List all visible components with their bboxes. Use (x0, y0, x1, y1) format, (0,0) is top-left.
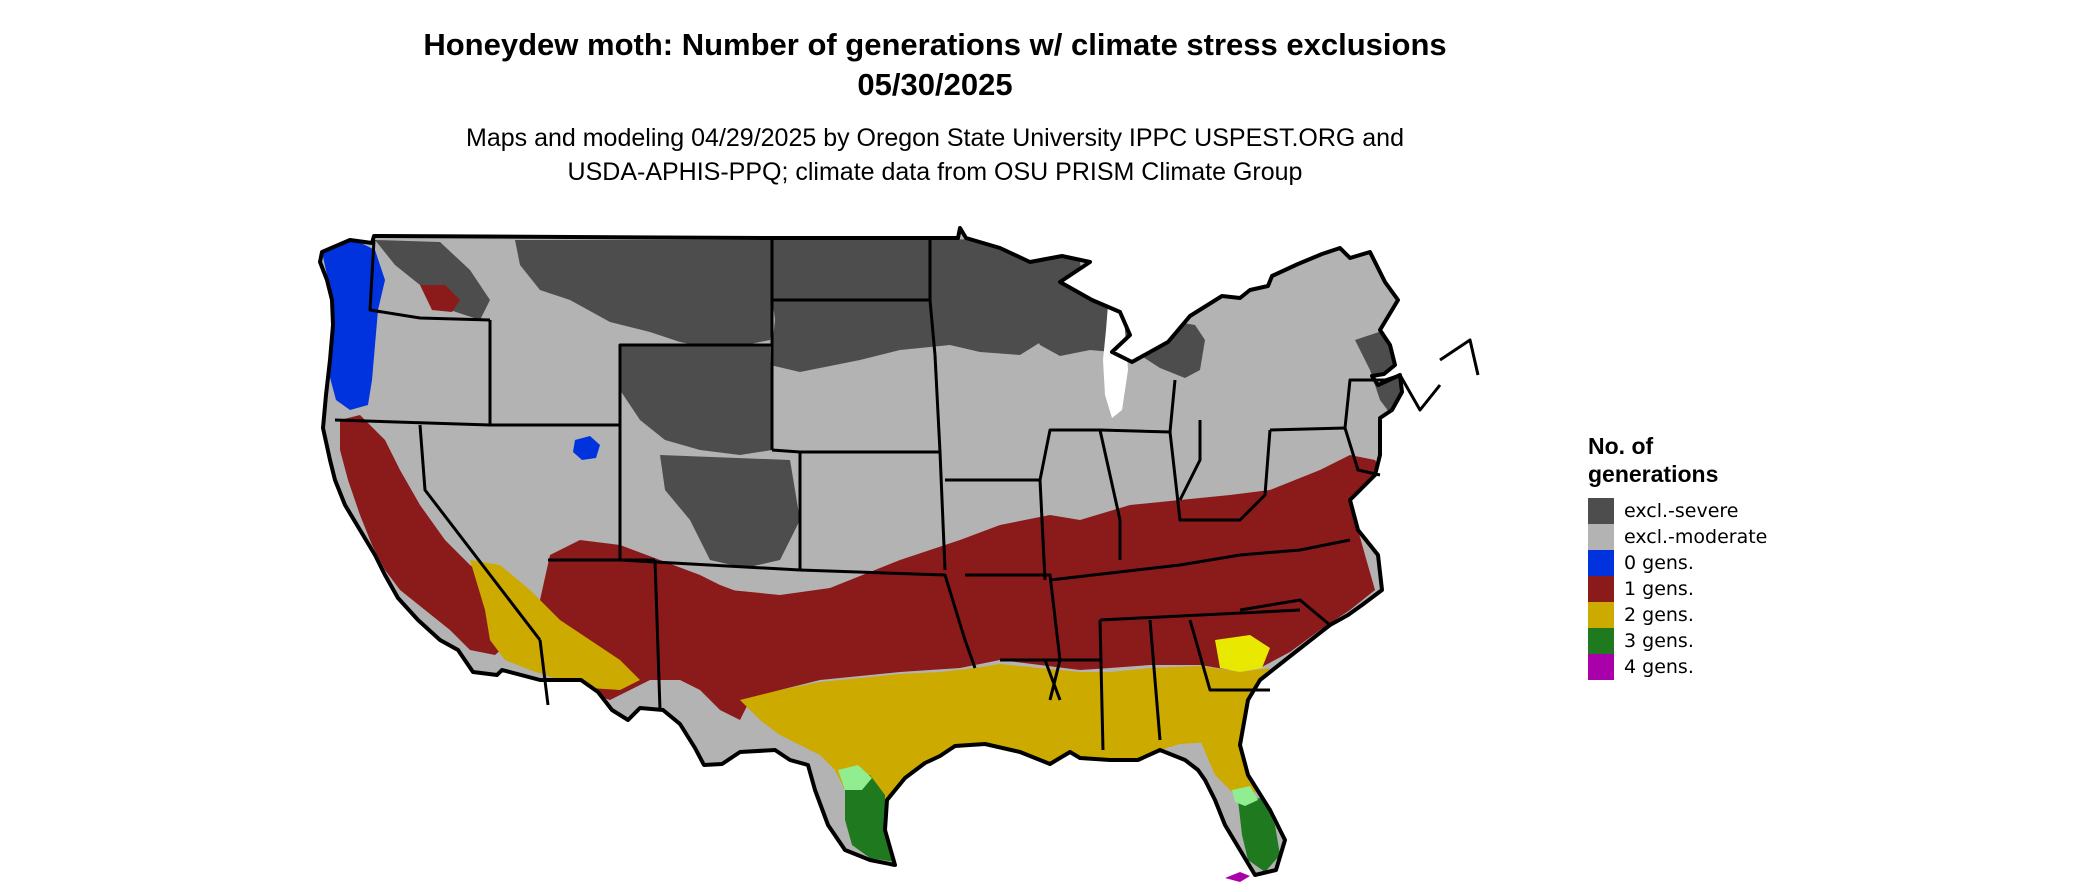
legend-item: 2 gens. (1588, 602, 1767, 628)
state-border (933, 354, 942, 453)
legend: No. of generations excl.-severe excl.-mod… (1588, 432, 1767, 680)
state-border (1269, 426, 1381, 477)
state-border (1043, 659, 1062, 701)
legend-swatch (1588, 498, 1614, 524)
state-boundaries (334, 238, 1480, 751)
legend-item: 1 gens. (1588, 576, 1767, 602)
state-border (1049, 538, 1351, 582)
severe-idaho-montana (515, 240, 775, 350)
state-border (963, 639, 977, 669)
severe-oregon-cascades (375, 240, 490, 320)
gen4-florida-keys (1225, 872, 1250, 882)
us-generations-map (318, 226, 1555, 882)
state-border (1168, 379, 1177, 433)
state-border (799, 568, 967, 641)
legend-swatch (1588, 550, 1614, 576)
state-border (1148, 619, 1162, 741)
state-border (1099, 428, 1272, 522)
map-credit-line-2: USDA-APHIS-PPQ; climate data from OSU PR… (567, 158, 1303, 186)
state-border (653, 559, 662, 711)
gen2-carolina-light (1215, 635, 1270, 672)
generation-zones (322, 236, 1555, 872)
severe-colorado (660, 455, 800, 568)
state-border (1098, 619, 1105, 751)
legend-item: excl.-moderate (1588, 524, 1767, 550)
severe-wyoming (620, 345, 772, 455)
legend-label: 2 gens. (1624, 604, 1694, 626)
legend-item: 0 gens. (1588, 550, 1767, 576)
gen0-pacific-coast (322, 240, 385, 410)
us-border (318, 226, 1404, 877)
legend-swatch (1588, 524, 1614, 550)
legend-label: 4 gens. (1624, 656, 1694, 678)
gen3-south-texas (845, 775, 895, 862)
legend-label: excl.-moderate (1624, 526, 1768, 548)
legend-swatch (1588, 628, 1614, 654)
gen0-long-island (1410, 432, 1470, 450)
map-credit-line-1: Maps and modeling 04/29/2025 by Oregon S… (466, 124, 1404, 152)
legend-item: 3 gens. (1588, 628, 1767, 654)
legend-swatch (1588, 602, 1614, 628)
gen2-florida (1200, 740, 1258, 800)
state-border (1099, 608, 1301, 622)
legend-item: excl.-severe (1588, 498, 1767, 524)
state-border (418, 424, 542, 641)
gen1-california-valley (340, 415, 520, 655)
state-border (1439, 338, 1480, 376)
severe-north-plains (760, 236, 1085, 372)
legend-item: 4 gens. (1588, 654, 1767, 680)
state-border (618, 238, 774, 425)
state-border (1398, 374, 1442, 412)
gen0-utah-spot (573, 436, 600, 460)
gen3-texas-light (838, 765, 872, 790)
lake-michigan (1103, 300, 1128, 418)
state-border (368, 239, 491, 322)
severe-maine (1470, 282, 1555, 390)
gen3-south-florida (1238, 798, 1280, 872)
gen2-arizona-south (470, 560, 640, 690)
state-border (965, 573, 1062, 701)
legend-label: 1 gens. (1624, 578, 1694, 600)
legend-label: 0 gens. (1624, 552, 1694, 574)
gen1-texas-panhandle (680, 585, 780, 665)
gen1-washington-spot (420, 285, 460, 312)
legend-label: excl.-severe (1624, 500, 1739, 522)
legend-title: No. of generations (1588, 433, 1719, 487)
gen3-florida-light (1232, 786, 1258, 806)
state-border (490, 423, 801, 572)
state-border (1188, 619, 1270, 692)
state-border (1178, 420, 1202, 501)
legend-label: 3 gens. (1624, 630, 1694, 652)
legend-swatch (1588, 576, 1614, 602)
map-date: 05/30/2025 (857, 67, 1013, 102)
map-title: Honeydew moth: Number of generations w/ … (423, 27, 1447, 62)
state-border (1239, 598, 1331, 627)
state-border (538, 639, 550, 706)
legend-swatch (1588, 654, 1614, 680)
